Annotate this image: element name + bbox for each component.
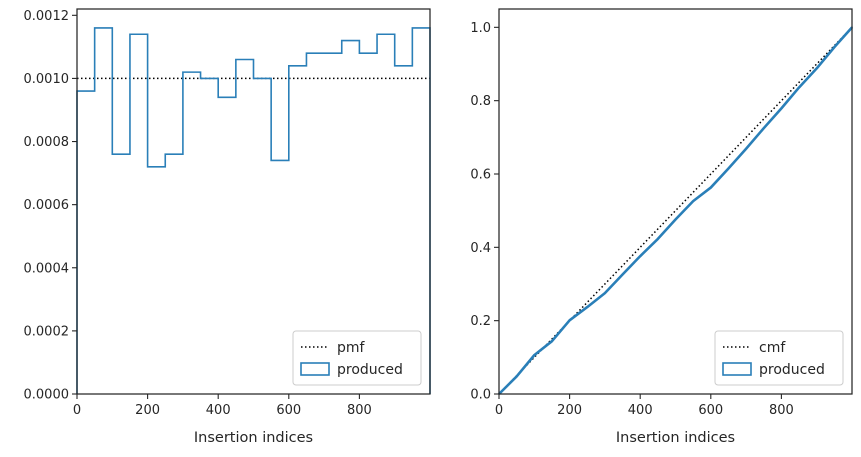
y-tick-label: 0.0012 <box>24 9 70 24</box>
x-tick-label: 800 <box>769 403 794 418</box>
y-tick-label: 0.0006 <box>24 198 70 213</box>
produced-point <box>833 46 836 49</box>
y-tick-label: 0.2 <box>470 314 491 329</box>
produced-point <box>674 218 677 221</box>
produced-point <box>709 186 712 189</box>
produced-point <box>621 273 624 276</box>
produced-point <box>745 147 747 150</box>
x-axis-label: Insertion indices <box>194 430 313 446</box>
produced-point <box>656 238 659 240</box>
x-tick-label: 600 <box>698 403 723 418</box>
legend-produced-swatch <box>300 362 330 376</box>
y-tick-label: 0.0008 <box>24 135 70 150</box>
x-tick-label: 400 <box>628 403 653 418</box>
y-tick-label: 1.0 <box>470 21 491 36</box>
produced-point <box>515 375 518 378</box>
produced-histogram-step <box>76 27 431 394</box>
plot-frame <box>498 8 853 395</box>
y-tick-label: 0.0 <box>470 388 491 403</box>
produced-point <box>568 319 571 322</box>
produced-point <box>780 107 783 110</box>
y-tick-label: 0.0010 <box>24 72 70 87</box>
plot-frame <box>76 8 431 395</box>
produced-point <box>639 255 642 258</box>
legend-label: produced <box>759 362 825 378</box>
y-tick-label: 0.4 <box>470 241 491 256</box>
cmf-line-panel: 0 200 400 600 800 0.0 0.2 0.4 0.6 0.8 1.0 Insertion… <box>470 8 853 446</box>
x-tick-label: 800 <box>347 403 372 418</box>
produced-point <box>533 354 536 357</box>
y-tick-label: 0.6 <box>470 168 491 183</box>
produced-point <box>727 167 730 170</box>
x-tick-label: 0 <box>495 403 503 418</box>
x-tick-label: 400 <box>206 403 231 418</box>
produced-point <box>815 67 818 70</box>
legend-label: cmf <box>759 340 786 356</box>
y-tick-label: 0.0004 <box>24 261 70 276</box>
x-tick-label: 600 <box>276 403 301 418</box>
x-tick-label: 200 <box>557 403 582 418</box>
produced-point <box>586 306 589 308</box>
pmf-histogram-panel: 0 200 400 600 800 0.0000 0.0002 0.0004 0.0006 0.0… <box>24 8 431 446</box>
legend-label: produced <box>337 362 403 378</box>
legend-box <box>714 330 844 386</box>
produced-point <box>604 292 606 295</box>
y-tick-label: 0.0002 <box>24 324 70 339</box>
y-tick-label: 0.0000 <box>24 388 70 403</box>
produced-point <box>551 340 553 343</box>
legend-produced-swatch <box>722 362 752 376</box>
x-tick-label: 0 <box>73 403 81 418</box>
x-axis-label: Insertion indices <box>616 430 735 446</box>
x-tick-label: 200 <box>135 403 160 418</box>
legend-label: pmf <box>337 340 366 356</box>
legend-box <box>292 330 422 386</box>
produced-point <box>762 127 765 130</box>
plot-area <box>499 9 852 394</box>
produced-point <box>798 86 800 89</box>
y-tick-label: 0.8 <box>470 94 491 109</box>
produced-point <box>692 200 695 203</box>
